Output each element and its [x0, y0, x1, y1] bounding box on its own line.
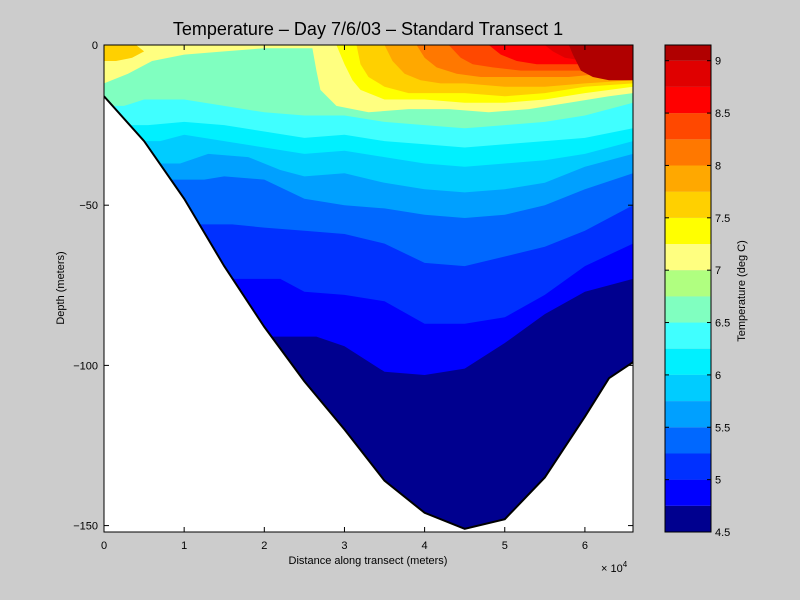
colorbar-tick-label: 7.5 [715, 213, 730, 225]
x-axis-exponent-base: × 10 [601, 563, 623, 575]
seabed-layer [104, 45, 633, 532]
colorbar-swatch [665, 505, 711, 532]
colorbar-tick-label: 4.5 [715, 527, 730, 539]
colorbar-swatch [665, 165, 711, 192]
contour-fill-layer [104, 45, 633, 532]
colorbar-tick-label: 8 [715, 160, 721, 172]
colorbar-frame [664, 44, 712, 533]
y-tick-label: −100 [73, 360, 98, 372]
colorbar-tick-label: 5 [715, 475, 721, 487]
chart-title: Temperature – Day 7/6/03 – Standard Tran… [173, 19, 563, 39]
x-tick-label: 5 [502, 540, 508, 552]
colorbar-tick-label: 8.5 [715, 108, 730, 120]
y-axis: 0 −50 −100 −150 [73, 40, 633, 533]
colorbar: 4.5 5 5.5 6 6.5 7 7.5 8 8.5 9 [665, 45, 730, 539]
x-axis-exponent-power: 4 [623, 560, 628, 569]
colorbar-swatch [665, 270, 711, 297]
colorbar-swatch [665, 45, 711, 61]
x-axis-label: Distance along transect (meters) [289, 555, 448, 567]
x-tick-label: 2 [261, 540, 267, 552]
x-axis-exponent: × 104 [601, 560, 628, 575]
plot-area-frame [103, 44, 634, 533]
colorbar-swatch [665, 296, 711, 323]
colorbar-swatch [665, 453, 711, 480]
colorbar-swatch [665, 86, 711, 114]
colorbar-swatch [665, 191, 711, 218]
colorbar-swatch [665, 374, 711, 402]
x-tick-label: 1 [181, 540, 187, 552]
x-axis: 0 1 2 3 4 5 6 [101, 45, 588, 552]
colorbar-swatch [665, 244, 711, 271]
colorbar-swatch [665, 322, 711, 349]
colorbar-swatch [665, 217, 711, 244]
y-tick-label: −50 [79, 200, 98, 212]
colorbar-label: Temperature (deg C) [736, 240, 748, 342]
colorbar-tick-label: 5.5 [715, 422, 730, 434]
y-tick-label: 0 [92, 40, 98, 52]
y-axis-label: Depth (meters) [55, 251, 67, 324]
colorbar-swatch [665, 348, 711, 375]
colorbar-tick-label: 7 [715, 265, 721, 277]
colorbar-swatch [665, 139, 711, 166]
x-tick-label: 3 [341, 540, 347, 552]
x-tick-label: 6 [582, 540, 588, 552]
colorbar-swatch [665, 479, 711, 506]
colorbar-tick-label: 9 [715, 56, 721, 68]
seabed-mask [104, 45, 633, 532]
colorbar-swatch [665, 60, 711, 87]
y-tick-label: −150 [73, 521, 98, 533]
seabed-profile-line [104, 95, 633, 530]
x-tick-label: 0 [101, 540, 107, 552]
colorbar-swatch [665, 401, 711, 428]
colorbar-swatch [665, 113, 711, 140]
colorbar-tick-label: 6 [715, 370, 721, 382]
contour-surface-warm-patch [104, 45, 145, 61]
contour-band-9 [568, 45, 633, 81]
colorbar-tick-label: 6.5 [715, 318, 730, 330]
colorbar-swatch [665, 427, 711, 454]
x-tick-label: 4 [422, 540, 428, 552]
